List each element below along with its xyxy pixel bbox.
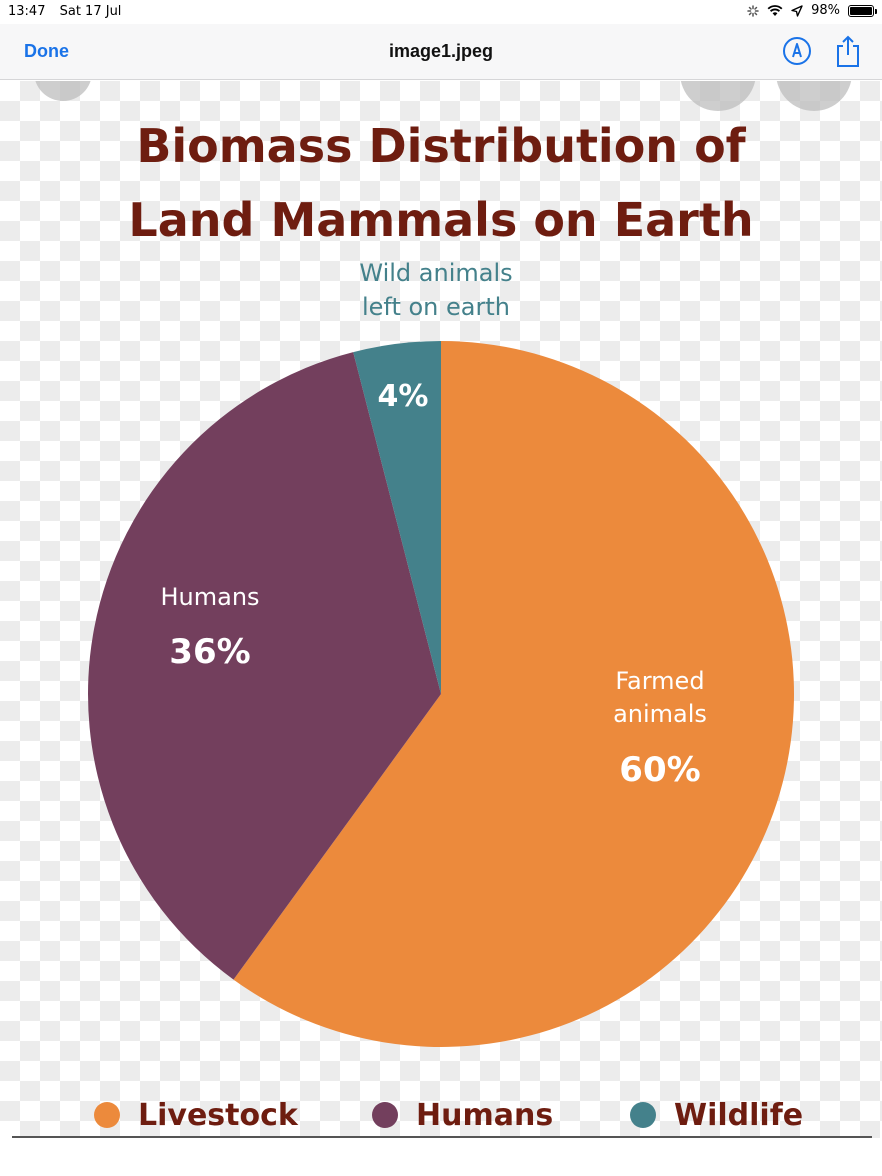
legend-label-humans: Humans [416, 1097, 554, 1133]
status-time: 13:47 [8, 4, 46, 19]
legend-swatch-livestock [94, 1102, 120, 1128]
legend-item-livestock: Livestock [94, 1095, 298, 1135]
wifi-icon [767, 4, 783, 16]
legend-item-wildlife: Wildlife [630, 1095, 803, 1135]
chart-title: Biomass Distribution of Land Mammals on … [0, 109, 882, 257]
ghost-button-left [34, 81, 92, 101]
legend-swatch-humans [372, 1102, 398, 1128]
pie-chart: Farmed animals 60% Humans 36% Wild animals lef… [88, 259, 795, 1047]
legend-label-wildlife: Wildlife [674, 1097, 804, 1133]
chart-title-line-2: Land Mammals on Earth [128, 193, 754, 247]
battery-icon [848, 4, 877, 17]
location-arrow-icon [791, 4, 803, 17]
slice-value-livestock: 60% [619, 750, 700, 790]
battery-fill [850, 6, 872, 15]
slice-label-wildlife-line-2: left on earth [362, 293, 510, 321]
legend-swatch-wildlife [630, 1102, 656, 1128]
slice-label-livestock-line-1: Farmed [615, 667, 704, 695]
legend-item-humans: Humans [372, 1095, 553, 1135]
slice-value-humans: 36% [169, 632, 250, 672]
slice-label-livestock-line-2: animals [613, 700, 707, 728]
chart-legend: Livestock Humans Wildlife [0, 1095, 882, 1135]
markup-pen-icon[interactable] [782, 36, 812, 66]
pie-slice-livestock [233, 341, 795, 1047]
status-bar: 13:47 Sat 17 Jul 98% [0, 0, 882, 24]
pie-slice-wildlife [353, 341, 441, 694]
activity-spinner-icon [747, 4, 759, 17]
pie-slices [88, 341, 795, 1047]
pie-slice-humans [88, 352, 442, 980]
status-date: Sat 17 Jul [59, 4, 122, 19]
pie-labels: Farmed animals 60% Humans 36% Wild animals lef… [160, 259, 706, 790]
battery-percent: 98% [811, 3, 840, 18]
slice-label-humans-line-1: Humans [160, 583, 259, 611]
done-button[interactable]: Done [24, 41, 69, 61]
legend-label-livestock: Livestock [138, 1097, 298, 1133]
image-viewer[interactable]: Biomass Distribution of Land Mammals on … [0, 81, 882, 1138]
slice-value-wildlife: 4% [378, 379, 429, 414]
chart-title-line-1: Biomass Distribution of [136, 119, 746, 173]
slice-label-wildlife-line-1: Wild animals [359, 259, 512, 287]
share-icon[interactable] [834, 34, 862, 68]
bottom-divider [12, 1136, 872, 1138]
document-title: image1.jpeg [388, 41, 494, 61]
nav-bar: Done image1.jpeg [0, 24, 882, 80]
